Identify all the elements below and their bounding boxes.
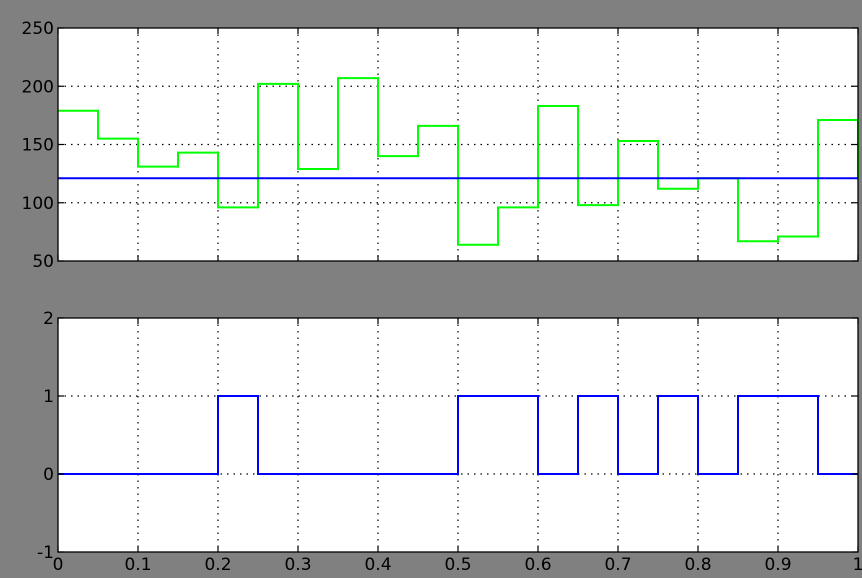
bottom-x-tick-label: 1 (853, 555, 862, 573)
top-y-tick-label: 150 (22, 136, 54, 156)
bottom-y-tick-label: 1 (43, 387, 54, 407)
bottom-x-tick-label: 0.2 (204, 555, 231, 573)
bottom-x-tick-label: 0.7 (604, 555, 631, 573)
bottom-x-tick-label: 0.5 (444, 555, 471, 573)
bottom-x-tick-label: 0.1 (124, 555, 151, 573)
bottom-x-tick-label: 0.9 (764, 555, 791, 573)
top-axes: 50 100 150 200 250 (22, 19, 859, 272)
bottom-x-tick-label: 0.6 (524, 555, 551, 573)
top-series-line-1 (58, 77, 859, 246)
bottom-x-tick-label: 0.8 (684, 555, 711, 573)
bottom-x-tick-label: 0 (53, 555, 64, 573)
bottom-y-tick-label: 2 (43, 309, 54, 329)
top-y-tick-label: 100 (22, 194, 54, 214)
top-y-tick-label: 50 (32, 252, 54, 272)
top-y-tick-label: 250 (22, 19, 54, 39)
bottom-x-tick-label: 0.4 (364, 555, 391, 573)
bottom-x-tick-label: 0.3 (284, 555, 311, 573)
bottom-series-line-1 (58, 395, 858, 475)
top-y-tick-label: 200 (22, 77, 54, 97)
bottom-y-tick-label: -1 (37, 543, 54, 563)
bottom-y-tick-label: 0 (43, 465, 54, 485)
